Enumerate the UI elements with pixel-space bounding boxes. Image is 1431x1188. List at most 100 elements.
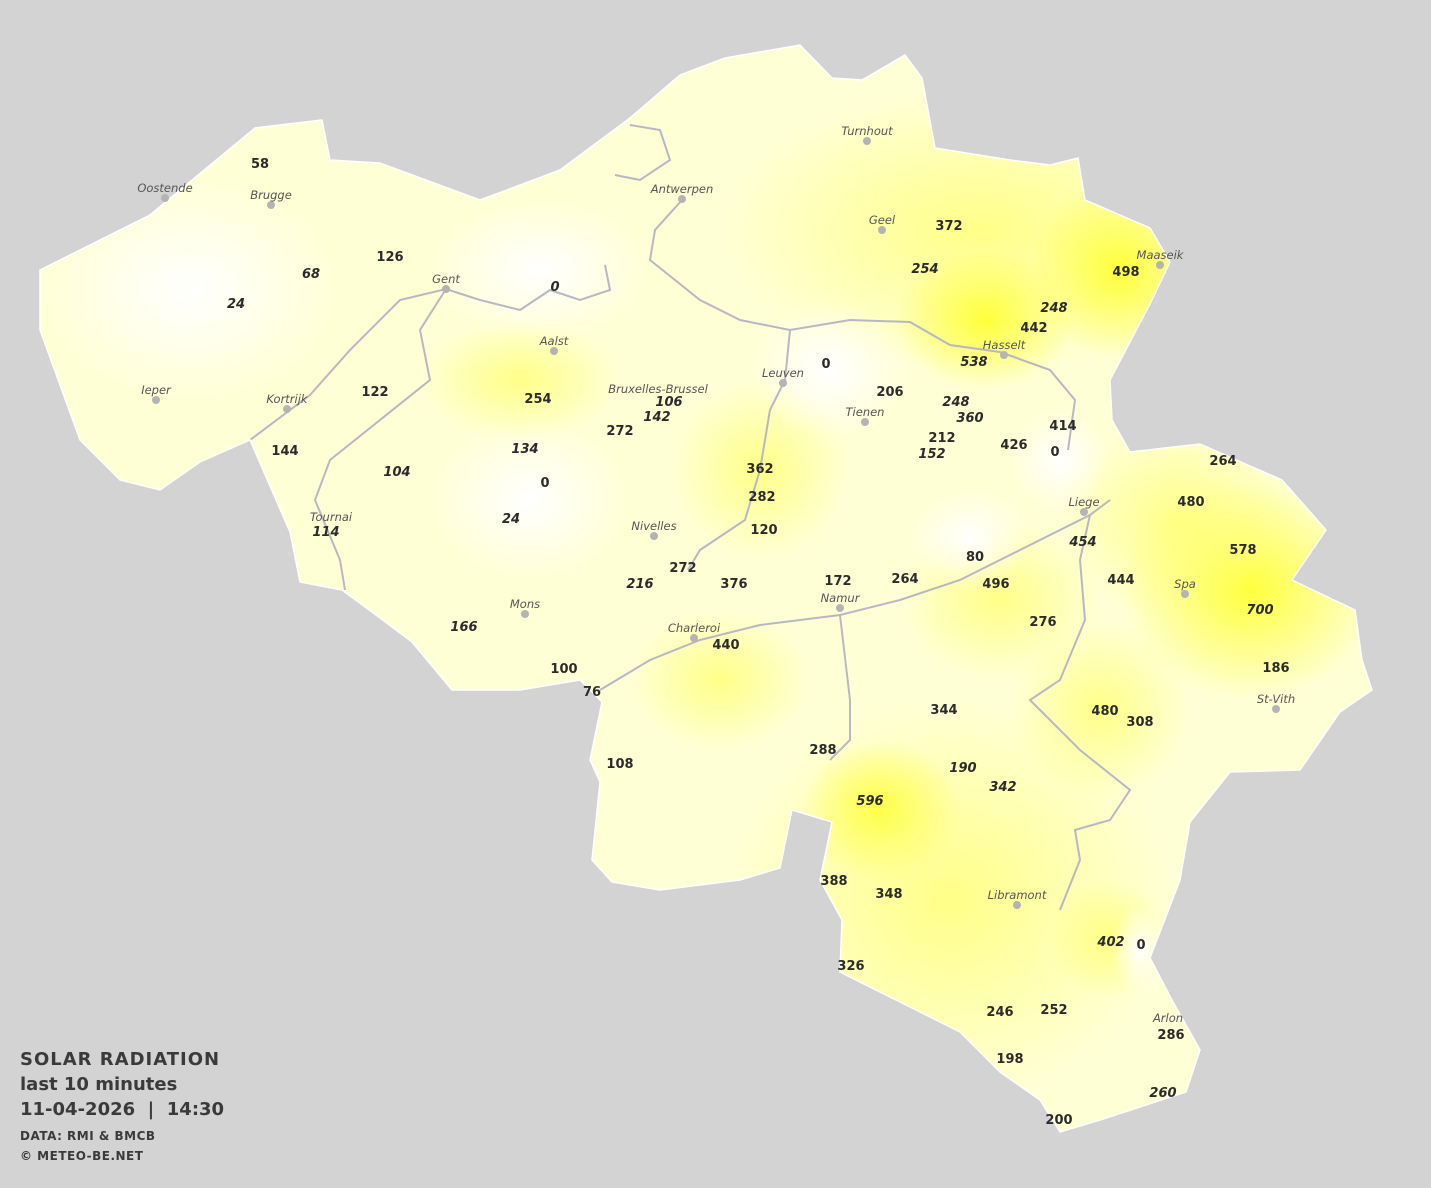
city-label: Bruxelles-Brussel (608, 382, 708, 396)
city-label: Namur (820, 591, 860, 605)
station-value: 248 (1040, 301, 1068, 316)
rivers-and-borders (249, 124, 1132, 911)
city-label: Mons (509, 597, 541, 611)
station-value: 108 (606, 757, 634, 772)
city-dot (283, 405, 291, 413)
city-dot (878, 226, 886, 234)
city-label: St-Vith (1256, 692, 1296, 706)
city-dot (1080, 508, 1088, 516)
city-dot (161, 194, 169, 202)
city-label: Tournai (309, 510, 353, 524)
station-value: 68 (301, 267, 321, 282)
station-value: 186 (1262, 661, 1290, 676)
station-value: 444 (1107, 573, 1135, 588)
station-value: 326 (837, 959, 865, 974)
city-label: Turnhout (841, 124, 893, 138)
station-value: 272 (606, 424, 634, 439)
station-value: 172 (824, 574, 852, 589)
station-value: 126 (376, 250, 404, 265)
station-value: 142 (643, 410, 671, 425)
city-label: Kortrijk (266, 392, 308, 406)
legend-datetime: 11-04-2026 | 14:30 (20, 1099, 225, 1120)
city-dot (650, 532, 658, 540)
city-dot (779, 379, 787, 387)
station-value: 264 (891, 572, 919, 587)
station-value: 0 (1050, 445, 1060, 460)
city-label: Hasselt (982, 338, 1026, 352)
station-value: 440 (712, 638, 740, 653)
station-value: 206 (876, 385, 904, 400)
city-label: Maaseik (1136, 248, 1184, 262)
station-value: 58 (250, 157, 270, 172)
station-value: 80 (965, 550, 985, 565)
city-label: Oostende (137, 181, 193, 195)
station-value: 480 (1091, 704, 1119, 719)
station-value: 0 (1136, 938, 1146, 953)
city-label: Spa (1174, 577, 1196, 591)
city-label: Arlon (1152, 1011, 1184, 1025)
station-value: 120 (750, 523, 778, 538)
station-value: 212 (928, 431, 956, 446)
city-dot (678, 195, 686, 203)
city-label: Leuven (762, 366, 804, 380)
station-value: 496 (982, 577, 1010, 592)
station-value: 254 (911, 262, 939, 277)
station-value: 0 (550, 280, 560, 295)
city-dot (863, 137, 871, 145)
station-value: 360 (956, 411, 984, 426)
station-value: 376 (720, 577, 748, 592)
station-value: 272 (669, 561, 697, 576)
legend-copyright: © METEO-BE.NET (20, 1149, 144, 1163)
station-value: 248 (942, 395, 970, 410)
station-value: 0 (540, 476, 550, 491)
city-label: Gent (432, 272, 460, 286)
station-value: 144 (271, 444, 299, 459)
station-value: 260 (1149, 1086, 1177, 1101)
station-value: 348 (875, 887, 903, 902)
city-label: Ieper (141, 383, 171, 397)
city-label: Libramont (987, 888, 1047, 902)
station-value: 114 (312, 525, 340, 540)
station-value: 442 (1020, 321, 1048, 336)
city-label: Brugge (250, 188, 292, 202)
station-value: 480 (1177, 495, 1205, 510)
legend-period: last 10 minutes (20, 1074, 178, 1095)
city-dot (1181, 590, 1189, 598)
station-value: 198 (996, 1052, 1024, 1067)
station-value: 152 (918, 447, 946, 462)
station-value: 104 (383, 465, 411, 480)
station-value: 24 (226, 297, 246, 312)
station-value: 134 (511, 442, 539, 457)
city-dot (1000, 351, 1008, 359)
city-label: Nivelles (631, 519, 677, 533)
city-dot (836, 604, 844, 612)
station-value: 596 (856, 794, 884, 809)
station-value: 498 (1112, 265, 1140, 280)
station-value: 76 (582, 685, 602, 700)
city-dot (1013, 901, 1021, 909)
city-dot (1272, 705, 1280, 713)
city-label: Aalst (539, 334, 569, 348)
station-value: 388 (820, 874, 848, 889)
station-value: 0 (821, 357, 831, 372)
city-dot (550, 347, 558, 355)
station-value: 282 (748, 490, 776, 505)
city-label: Antwerpen (650, 182, 714, 196)
station-value: 362 (746, 462, 774, 477)
station-value: 454 (1069, 535, 1097, 550)
city-dot (267, 201, 275, 209)
city-label: Liege (1068, 495, 1100, 509)
station-value: 538 (960, 355, 988, 370)
station-value: 254 (524, 392, 552, 407)
city-label: Tienen (845, 405, 885, 419)
city-dot (690, 634, 698, 642)
station-value: 342 (989, 780, 1017, 795)
station-value: 288 (809, 743, 837, 758)
station-value: 578 (1229, 543, 1257, 558)
city-dot (442, 285, 450, 293)
city-dot (152, 396, 160, 404)
city-dot (1156, 261, 1164, 269)
station-value: 414 (1049, 419, 1077, 434)
